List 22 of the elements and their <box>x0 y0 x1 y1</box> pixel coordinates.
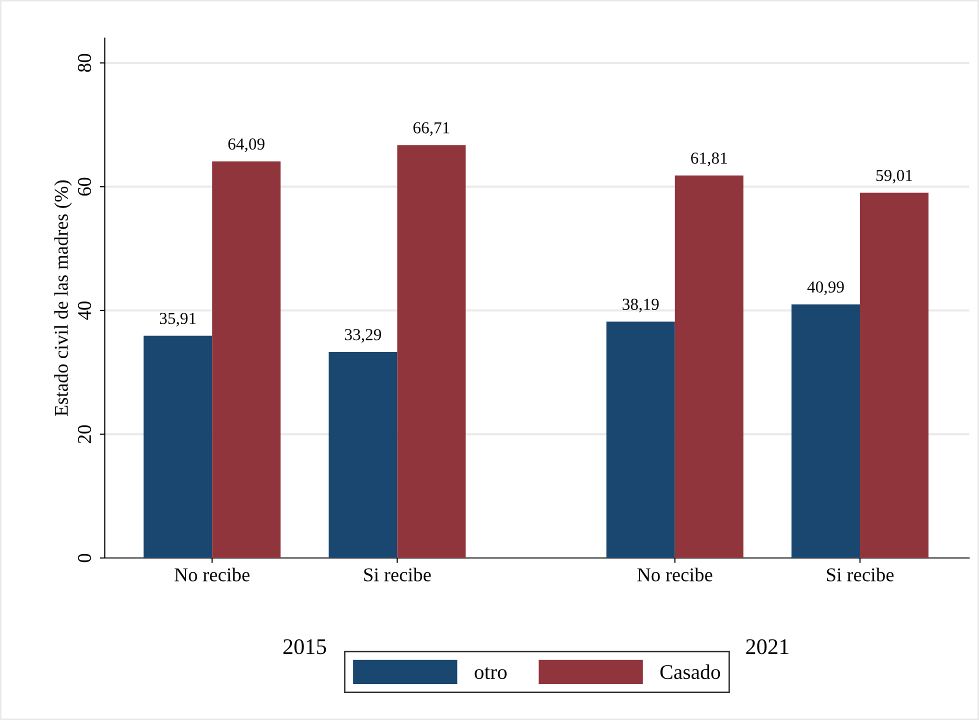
data-label: 64,09 <box>228 138 264 152</box>
data-label: 33,29 <box>345 329 382 343</box>
y-tick-label: 40 <box>78 301 92 320</box>
x-tick-label: No recibe <box>174 568 250 582</box>
data-label: 38,19 <box>622 298 659 312</box>
text: 2015 <box>283 639 326 654</box>
y-axis-title: Estado civil de las madres (%) <box>54 180 72 416</box>
legend-label: Casado <box>660 664 720 680</box>
y-tick-label: 20 <box>78 425 92 444</box>
data-label: 61,81 <box>691 152 727 166</box>
y-tick-label: 80 <box>78 54 92 72</box>
y-tick-label: 60 <box>78 178 92 196</box>
text: 2021 <box>746 639 788 654</box>
data-label: 40,99 <box>807 281 844 296</box>
y-tick-label: 0 <box>78 554 92 562</box>
data-label: 59,01 <box>876 170 912 184</box>
data-label: 35,91 <box>160 312 196 326</box>
x-tick-label: Si recibe <box>827 568 894 582</box>
x-tick-label: No recibe <box>637 568 712 582</box>
x-tick-label: Si recibe <box>364 568 431 582</box>
data-label: 66,71 <box>413 122 450 136</box>
legend-label: otro <box>474 667 507 680</box>
